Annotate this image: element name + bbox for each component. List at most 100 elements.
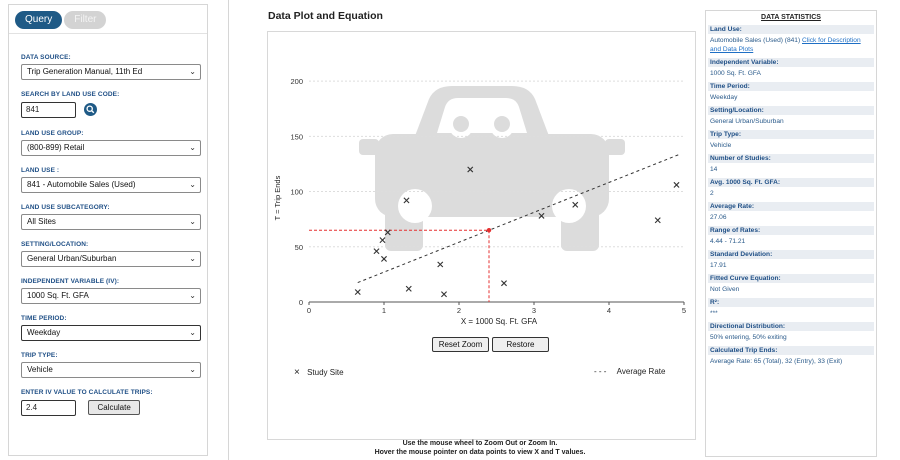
study-site-point[interactable] [403,197,410,204]
average-rate-line [357,153,681,284]
legend-study-site-label: Study Site [307,368,344,377]
point-stroke [373,248,380,255]
study-site-point[interactable] [437,261,444,268]
stat-value: 14 [710,166,718,173]
trip-type-field: TRIP TYPE: Vehicle ⌄ [21,352,201,378]
plot-hint: Use the mouse wheel to Zoom Out or Zoom … [300,439,660,457]
land-use-subcategory-field: LAND USE SUBCATEGORY: All Sites ⌄ [21,204,201,230]
stat-value: Automobile Sales (Used) (841) Click for … [708,34,874,54]
tab-query[interactable]: Query [15,11,63,29]
land-use-subcategory-value: All Sites [27,217,56,226]
stat-label: Independent Variable: [708,58,874,67]
data-source-select[interactable]: Trip Generation Manual, 11th Ed ⌄ [21,64,201,80]
independent-variable-label: INDEPENDENT VARIABLE (IV): [21,278,120,285]
legend-study-site: × Study Site [294,367,344,378]
search-icon[interactable] [84,103,98,117]
point-stroke [501,280,507,287]
iv-value-field: ENTER IV VALUE TO CALCULATE TRIPS: 2.4 C… [21,389,201,417]
stat-range-of-rates: Range of Rates: 4.44 - 71.21 [708,226,874,246]
stat-setting-location: Setting/Location: General Urban/Suburban [708,106,874,126]
stat-label: Average Rate: [708,202,874,211]
study-site-point[interactable] [379,237,386,244]
data-statistics-panel: DATA STATISTICS Land Use: Automobile Sal… [705,10,877,457]
land-use-group-field: LAND USE GROUP: (800-899) Retail ⌄ [21,130,201,156]
plot-hint-line-2: Hover the mouse pointer on data points t… [374,449,586,456]
chevron-down-icon: ⌄ [189,180,196,189]
stat-label: Setting/Location: [708,106,874,115]
study-site-points[interactable] [354,166,680,298]
stat-label: Range of Rates: [708,226,874,235]
land-use-label: LAND USE : [21,167,60,174]
dashed-line-icon: - - - [594,367,607,376]
point-stroke [381,255,387,262]
study-site-point[interactable] [354,289,361,296]
land-use-group-select[interactable]: (800-899) Retail ⌄ [21,140,201,156]
chevron-down-icon: ⌄ [189,254,196,263]
calculated-point-guides [309,228,492,302]
stat-value: *** [710,310,718,317]
stat-label: Calculated Trip Ends: [708,346,874,355]
y-axis-label: T = Trip Ends [273,175,282,220]
x-tick-label: 0 [307,306,311,315]
stat-label: Land Use: [708,25,874,34]
stat-directional-distribution: Directional Distribution: 50% entering, … [708,322,874,342]
land-use-value: 841 - Automobile Sales (Used) [27,180,136,189]
point-stroke [673,181,680,188]
chart-tick-labels: 0 50 100 150 200 0 1 2 3 4 5 [290,77,686,315]
restore-button[interactable]: Restore [492,337,549,352]
time-period-value: Weekday [27,328,61,337]
query-panel: Query Filter DATA SOURCE: Trip Generatio… [8,4,208,456]
chevron-down-icon: ⌄ [189,67,196,76]
land-use-field: LAND USE : 841 - Automobile Sales (Used)… [21,167,201,193]
land-use-subcategory-select[interactable]: All Sites ⌄ [21,214,201,230]
x-tick-label: 2 [457,306,461,315]
land-use-stat-value: Automobile Sales (Used) (841) [710,37,801,44]
stat-value: 50% entering, 50% exiting [710,334,787,341]
land-use-code-input[interactable]: 841 [21,101,76,118]
chart-axes [308,301,685,305]
stat-time-period: Time Period: Weekday [708,82,874,102]
y-tick-label: 100 [290,188,303,197]
study-site-point[interactable] [405,285,412,292]
y-tick-label: 0 [299,298,303,307]
stat-label: Directional Distribution: [708,322,874,331]
x-tick-label: 4 [607,306,611,315]
independent-variable-select[interactable]: 1000 Sq. Ft. GFA ⌄ [21,288,201,304]
stat-standard-deviation: Standard Deviation: 17.91 [708,250,874,270]
stat-fitted-curve: Fitted Curve Equation: Not Given [708,274,874,294]
study-site-point[interactable] [538,212,545,219]
study-site-point[interactable] [501,280,507,287]
reset-zoom-button[interactable]: Reset Zoom [432,337,489,352]
study-site-point[interactable] [572,201,579,208]
average-rate-line-path [357,153,681,284]
study-site-point[interactable] [673,181,680,188]
stat-label: Time Period: [708,82,874,91]
stat-label: Fitted Curve Equation: [708,274,874,283]
iv-value-input[interactable]: 2.4 [21,399,76,416]
car-watermark-people [453,116,510,132]
study-site-point[interactable] [467,166,474,173]
land-use-group-value: (800-899) Retail [27,143,85,152]
x-tick-label: 1 [382,306,386,315]
calculate-button[interactable]: Calculate [88,400,140,416]
chevron-down-icon: ⌄ [189,217,196,226]
stat-r-squared: R²: *** [708,298,874,318]
study-site-point[interactable] [441,291,447,298]
stat-value: 27.06 [710,214,727,221]
setting-location-select[interactable]: General Urban/Suburban ⌄ [21,251,201,267]
x-axis-label: X = 1000 Sq. Ft. GFA [461,317,538,326]
stat-calculated-trip-ends: Calculated Trip Ends: Average Rate: 65 (… [708,346,874,366]
description-link[interactable]: Click for Description and Data Plots [710,37,861,53]
study-site-point[interactable] [381,255,387,262]
study-site-point[interactable] [384,229,391,236]
land-use-select[interactable]: 841 - Automobile Sales (Used) ⌄ [21,177,201,193]
study-site-point[interactable] [654,217,661,224]
x-marker-icon: × [294,367,300,378]
land-use-group-label: LAND USE GROUP: [21,130,84,137]
tab-filter[interactable]: Filter [64,11,107,29]
study-site-point[interactable] [373,248,380,255]
independent-variable-field: INDEPENDENT VARIABLE (IV): 1000 Sq. Ft. … [21,278,201,304]
trip-type-select[interactable]: Vehicle ⌄ [21,362,201,378]
time-period-select[interactable]: Weekday ⌄ [21,325,201,341]
